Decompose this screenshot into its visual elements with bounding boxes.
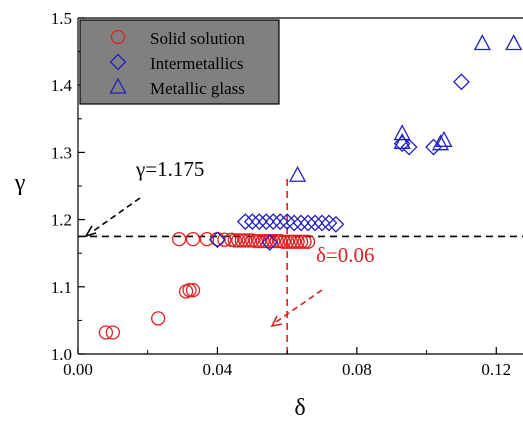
solid-solution-point (199, 231, 215, 247)
solid-solution-point (269, 233, 284, 249)
intermetallics-point (320, 214, 338, 232)
solid-solution-point (241, 233, 256, 248)
intermetallics-point (257, 213, 275, 231)
intermetallics-point (264, 213, 282, 231)
y-tick-label: 1.2 (51, 211, 72, 230)
solid-solution-point (171, 231, 187, 247)
legend-label-intermetallics: Intermetallics (150, 54, 243, 73)
solid-solution-point (182, 283, 197, 298)
metallic-glass-point (393, 124, 411, 141)
solid-solution-point (297, 234, 312, 249)
intermetallics-point (236, 213, 254, 231)
intermetallics-point (400, 138, 418, 156)
intermetallics-point (285, 214, 303, 232)
intermetallics-point (278, 213, 296, 231)
solid-solution-point (266, 233, 281, 249)
solid-solution-point (238, 233, 253, 248)
intermetallics-point (313, 214, 331, 232)
solid-solution-point (255, 233, 270, 249)
x-tick-label: 0.12 (481, 360, 511, 379)
legend-marker-circle (110, 29, 126, 45)
gamma-annotation-arrow (91, 197, 141, 233)
metallic-glass-point (431, 134, 450, 151)
metallic-glass-point (505, 34, 523, 51)
y-tick-label: 1.1 (51, 278, 72, 297)
x-tick-label: 0.08 (342, 360, 372, 379)
intermetallics-point (299, 214, 317, 232)
solid-solution-point (290, 234, 305, 249)
y-tick-label: 1.5 (51, 9, 72, 28)
gamma-arrow-head (84, 225, 97, 238)
metallic-glass-point (473, 34, 491, 51)
solid-solution-point (279, 234, 295, 249)
legend-marker-diamond (109, 53, 127, 71)
legend-label-solid-solution: Solid solution (150, 29, 245, 48)
metallic-glass-point (289, 165, 307, 182)
solid-solution-point (248, 233, 263, 249)
solid-solution-point (185, 283, 201, 298)
metallic-glass-point (393, 132, 411, 149)
delta-arrow-head (270, 315, 283, 328)
solid-solution-point (286, 234, 302, 249)
solid-solution-point (231, 233, 246, 248)
reference-label-gamma: γ=1.175 (135, 157, 204, 181)
legend: Solid solution Intermetallics Metallic g… (79, 19, 280, 105)
solid-solution-point (293, 234, 309, 249)
y-axis-label: γ (14, 170, 26, 196)
intermetallics-point (453, 73, 470, 91)
intermetallics-point (292, 214, 310, 232)
solid-solution-point (227, 233, 243, 248)
solid-solution-point (259, 233, 274, 249)
intermetallics-point (243, 213, 261, 231)
y-tick-label: 1.4 (51, 76, 73, 95)
y-tick-label: 1.3 (51, 143, 72, 162)
y-tick-label: 1.0 (51, 345, 72, 364)
metallic-glass-point (435, 130, 453, 147)
solid-solution-point (151, 311, 166, 326)
x-axis-label: δ (294, 395, 305, 421)
x-tick-label: 0.04 (203, 360, 233, 379)
solid-solution-point (252, 233, 267, 249)
solid-solution-point (283, 234, 298, 249)
reference-label-delta: δ=0.06 (316, 243, 375, 267)
intermetallics-point (250, 213, 268, 231)
intermetallics-point (327, 215, 345, 233)
legend-marker-triangle (109, 77, 127, 94)
intermetallics-point (425, 138, 442, 156)
intermetallics-point (209, 231, 226, 249)
solid-solution-point (234, 233, 249, 248)
solid-solution-point (217, 232, 232, 247)
delta-annotation-arrow (275, 289, 323, 323)
solid-solution-point (98, 325, 114, 340)
intermetallics-point (306, 214, 324, 232)
solid-solution-point (105, 325, 121, 340)
legend-box (79, 19, 280, 105)
legend-label-metallic-glass: Metallic glass (150, 79, 245, 98)
x-tick-label: 0.00 (63, 360, 93, 379)
solid-solution-point (185, 231, 201, 247)
intermetallics-point (261, 234, 279, 251)
solid-solution-point (300, 234, 316, 249)
intermetallics-point (271, 213, 289, 231)
